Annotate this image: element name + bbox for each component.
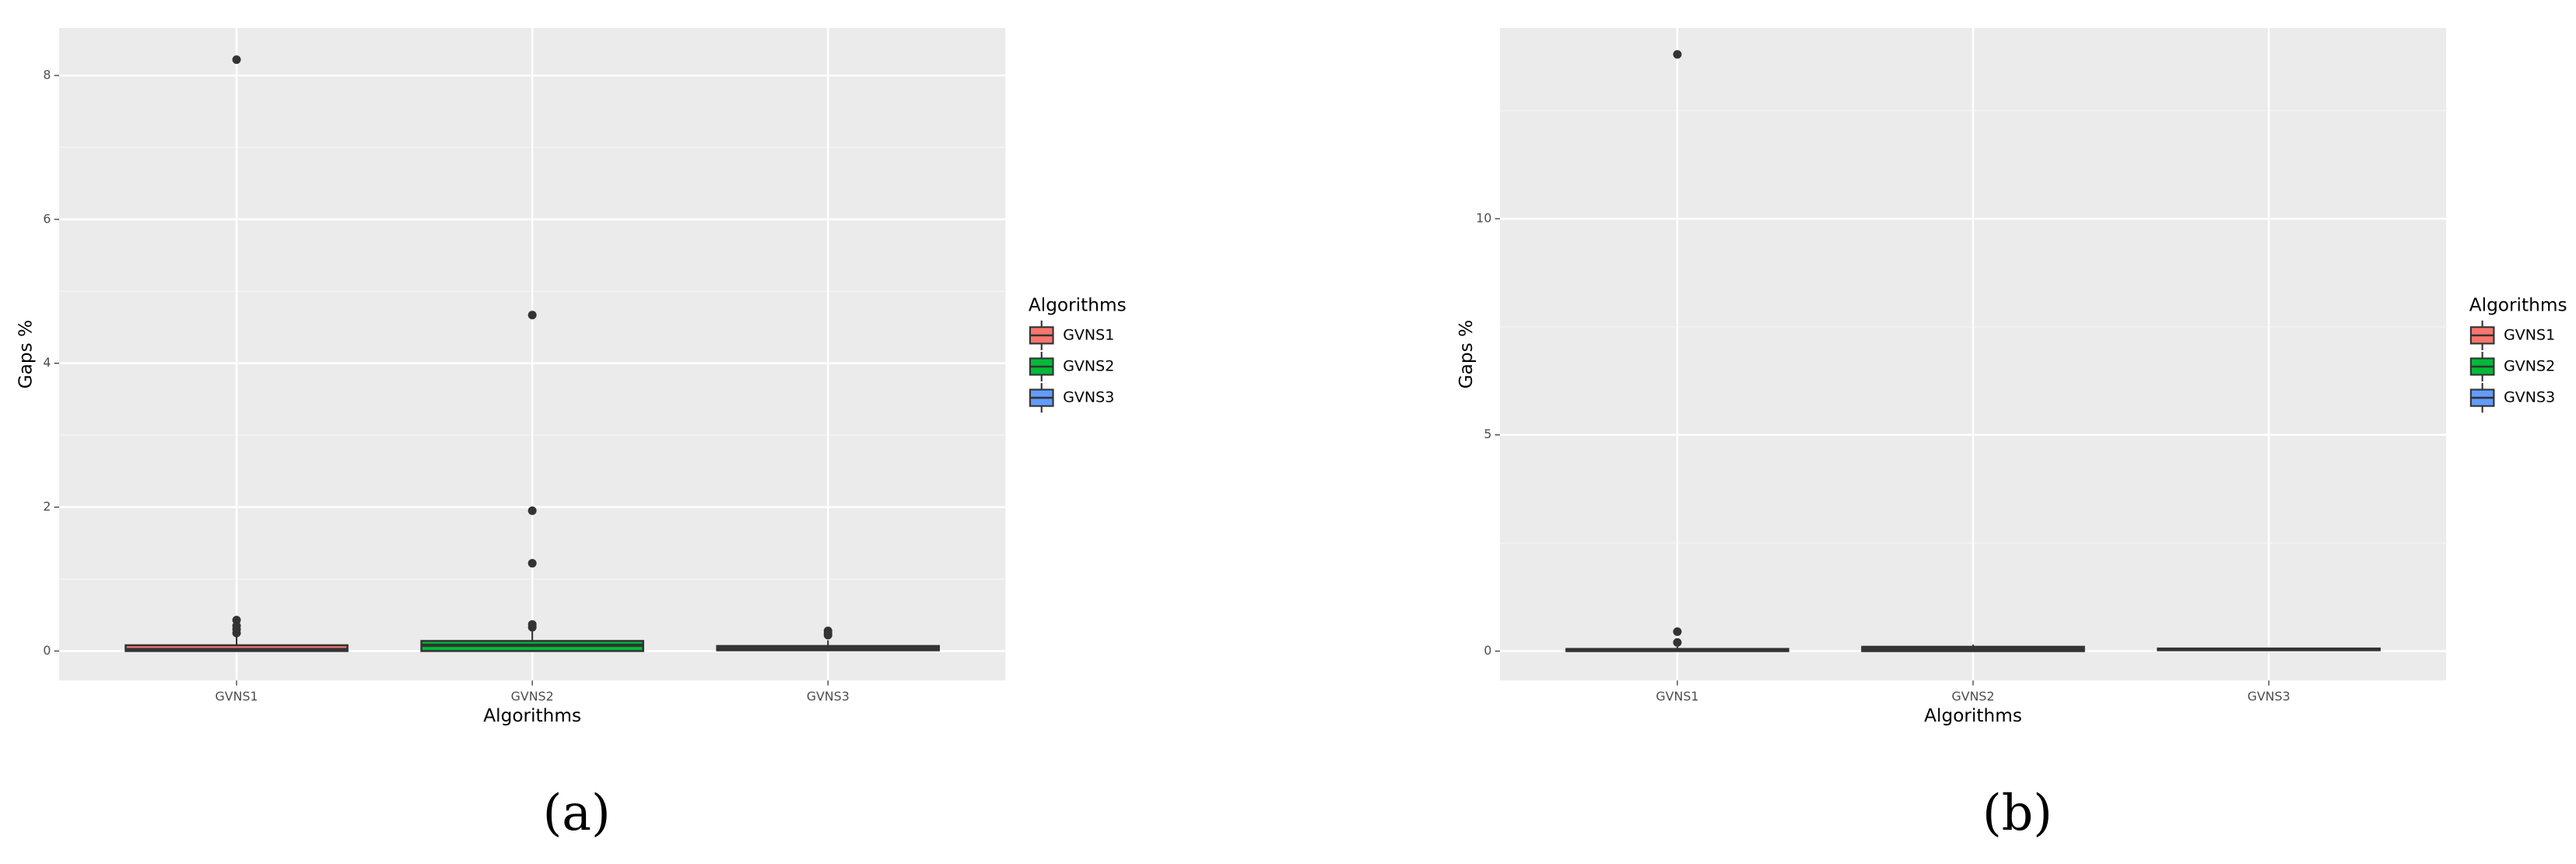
legend-title: Algorithms bbox=[1029, 294, 1127, 315]
outlier bbox=[232, 616, 241, 625]
legend-label: GVNS2 bbox=[1063, 357, 1114, 374]
x-axis-label: Algorithms bbox=[1924, 705, 2022, 726]
legend-title: Algorithms bbox=[2469, 294, 2567, 315]
x-tick-label: GVNS1 bbox=[1656, 689, 1698, 704]
legend-label: GVNS1 bbox=[1063, 326, 1114, 343]
outlier bbox=[1673, 50, 1682, 59]
caption: (a) bbox=[543, 784, 611, 841]
y-axis-label: Gaps % bbox=[15, 320, 36, 388]
outlier bbox=[232, 55, 241, 65]
y-axis-label: Gaps % bbox=[1456, 320, 1477, 388]
y-tick-label: 5 bbox=[1484, 427, 1491, 441]
x-tick-label: GVNS1 bbox=[216, 689, 258, 704]
outlier bbox=[1673, 637, 1682, 647]
outlier bbox=[823, 627, 832, 635]
outlier bbox=[1673, 627, 1682, 636]
legend-label: GVNS1 bbox=[2504, 326, 2555, 343]
panel: 0 2 4 6 8 GVNS1 GVNS2 GVNS3 Algorithms Gaps % Algo… bbox=[15, 27, 1127, 841]
outlier bbox=[527, 559, 537, 568]
legend-label: GVNS3 bbox=[1063, 389, 1114, 406]
x-tick-label: GVNS2 bbox=[511, 689, 554, 704]
y-tick-label: 2 bbox=[43, 499, 51, 514]
caption: (b) bbox=[1982, 784, 2052, 841]
panel: 0 5 10 GVNS1 GVNS2 GVNS3 Algorithms Gaps % Algor… bbox=[1456, 27, 2567, 841]
x-tick-label: GVNS3 bbox=[2248, 689, 2290, 704]
x-axis-label: Algorithms bbox=[483, 705, 581, 726]
x-tick-label: GVNS3 bbox=[807, 689, 850, 704]
outlier bbox=[527, 311, 537, 320]
outlier bbox=[527, 620, 537, 629]
legend-label: GVNS2 bbox=[2504, 357, 2555, 374]
y-tick-label: 0 bbox=[1484, 643, 1491, 658]
y-tick-label: 10 bbox=[1476, 210, 1491, 225]
y-tick-label: 8 bbox=[43, 67, 51, 82]
y-tick-label: 4 bbox=[43, 355, 51, 370]
y-tick-label: 0 bbox=[43, 643, 51, 658]
x-tick-label: GVNS2 bbox=[1952, 689, 1995, 704]
outlier bbox=[527, 506, 537, 515]
y-tick-label: 6 bbox=[43, 211, 51, 226]
legend-label: GVNS3 bbox=[2504, 389, 2555, 406]
